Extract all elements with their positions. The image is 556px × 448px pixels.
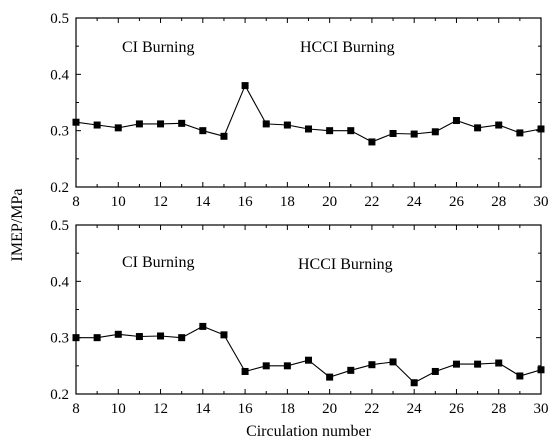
x-tick-label: 28: [491, 401, 506, 417]
y-tick-label: 0.2: [50, 387, 69, 403]
chart-panel-top: 8 10 12 14 16 18 20 22 24 26 28 30 0.2 0.3 0.4 0.5 CI Bu…: [50, 11, 548, 210]
data-point: [305, 125, 312, 133]
x-tick-label: 8: [72, 401, 80, 417]
data-point: [72, 334, 80, 342]
x-tick-label: 10: [111, 194, 126, 210]
data-point: [262, 362, 270, 370]
x-tick-label: 20: [322, 401, 337, 417]
data-point: [72, 118, 80, 126]
data-point: [474, 360, 482, 368]
x-tick-label: 14: [195, 194, 211, 210]
data-point: [326, 373, 334, 381]
data-point: [93, 334, 101, 342]
x-tick-label: 10: [111, 401, 126, 417]
data-point: [537, 366, 545, 374]
y-tick-label: 0.4: [50, 274, 69, 290]
data-point: [389, 358, 397, 366]
data-point: [368, 361, 376, 369]
x-tick-label: 30: [534, 194, 549, 210]
data-point: [114, 330, 122, 338]
plot-frame: [75, 224, 542, 395]
x-tick-label: 24: [407, 194, 423, 210]
data-point: [220, 132, 228, 140]
x-tick-label: 16: [238, 401, 254, 417]
data-point: [410, 130, 418, 138]
data-point: [199, 127, 207, 135]
data-point: [474, 124, 482, 132]
chart-panel-bottom: 8 10 12 14 16 18 20 22 24 26 28 30 0.2 0.3 0.4 0.5 CI Bu…: [50, 218, 548, 440]
data-point: [347, 127, 355, 135]
data-point: [178, 334, 186, 342]
x-tick-label: 14: [195, 401, 211, 417]
x-tick-label: 24: [407, 401, 423, 417]
x-tick-label: 20: [322, 194, 337, 210]
x-axis-title: Circulation number: [246, 423, 372, 440]
x-tick-label: 12: [153, 194, 168, 210]
data-point: [157, 120, 165, 128]
data-point: [431, 367, 439, 375]
y-axis-title: IMEP/MPa: [9, 189, 26, 262]
series-line: [76, 325, 542, 384]
data-point: [135, 120, 143, 128]
x-tick-label: 22: [364, 401, 379, 417]
x-tick-label: 30: [534, 401, 549, 417]
x-tick-label: 26: [449, 401, 465, 417]
annotation-label: CI Burning: [122, 254, 194, 271]
x-tick-label: 8: [72, 194, 80, 210]
data-point: [135, 333, 143, 341]
data-point: [262, 120, 270, 128]
data-point: [431, 128, 439, 136]
data-point: [537, 125, 545, 133]
y-tick-label: 0.3: [50, 124, 69, 140]
data-point: [389, 129, 397, 137]
data-point: [305, 356, 312, 364]
data-point: [157, 332, 165, 340]
x-tick-label: 12: [153, 401, 168, 417]
y-tick-label: 0.3: [50, 331, 69, 347]
data-point: [516, 372, 524, 380]
data-point: [241, 367, 249, 375]
data-point: [326, 127, 334, 135]
x-tick-label: 26: [449, 194, 465, 210]
x-tick-label: 22: [364, 194, 379, 210]
series-line: [75, 84, 542, 143]
data-point: [178, 119, 186, 127]
x-tick-label: 18: [280, 194, 295, 210]
data-point: [495, 359, 503, 367]
data-point: [114, 124, 122, 132]
data-point: [241, 82, 249, 90]
annotation-label: HCCI Burning: [300, 39, 395, 56]
data-point: [495, 121, 503, 129]
data-point: [452, 360, 460, 368]
y-tick-label: 0.4: [50, 67, 69, 83]
data-point: [347, 366, 355, 374]
data-point: [199, 322, 207, 330]
data-point: [516, 129, 524, 137]
data-point: [452, 117, 460, 125]
data-point: [410, 379, 418, 387]
data-point: [368, 138, 376, 146]
annotation-label: HCCI Burning: [298, 256, 393, 273]
annotation-label: CI Burning: [122, 39, 194, 56]
data-point: [283, 362, 291, 370]
data-point: [220, 331, 228, 339]
x-tick-label: 16: [238, 194, 254, 210]
data-point: [93, 121, 101, 129]
y-tick-label: 0.5: [50, 218, 69, 234]
y-tick-label: 0.2: [50, 180, 69, 196]
data-point: [283, 121, 291, 129]
y-tick-label: 0.5: [50, 11, 69, 27]
x-tick-label: 28: [491, 194, 506, 210]
x-tick-label: 18: [280, 401, 295, 417]
